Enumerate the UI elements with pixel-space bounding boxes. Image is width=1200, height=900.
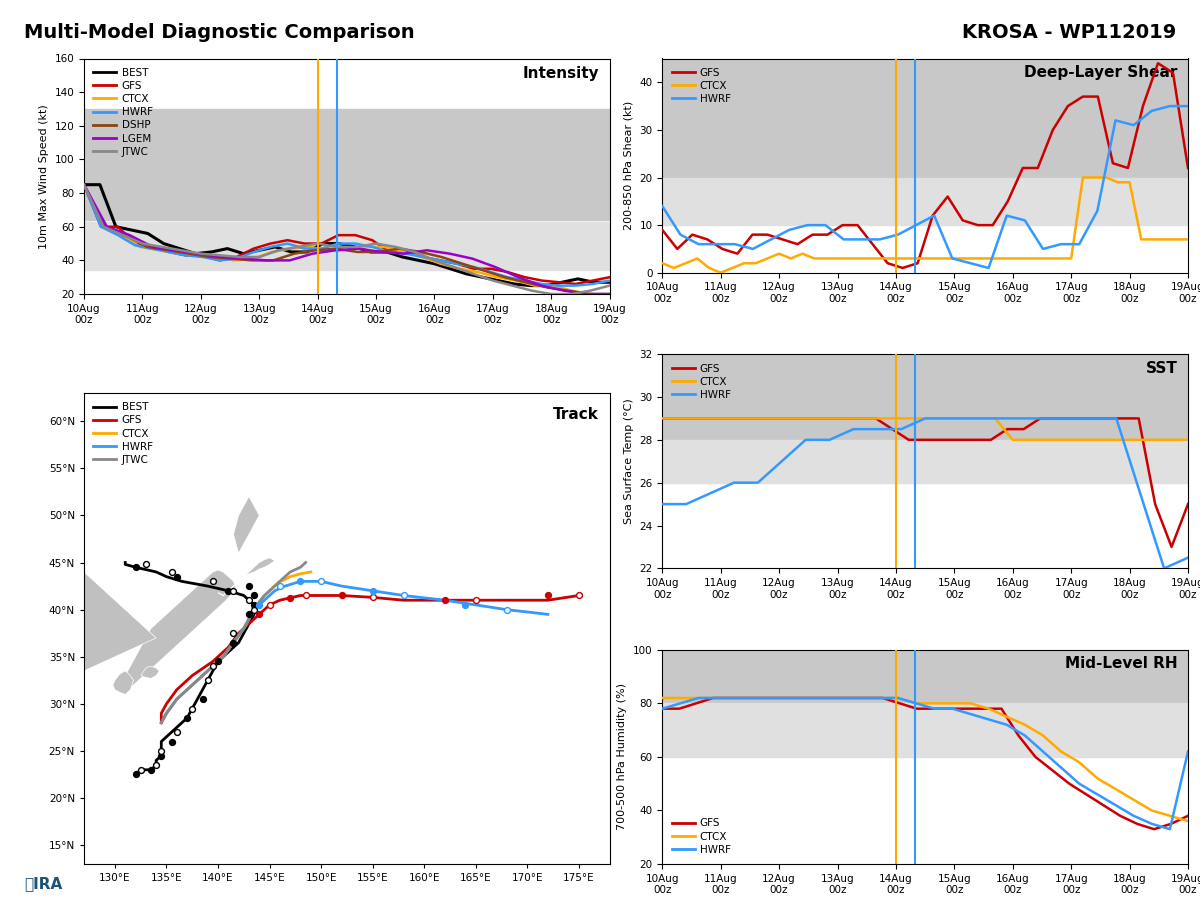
Point: [456, 598, 475, 612]
Point: [239, 593, 258, 608]
Legend: GFS, CTCX, HWRF: GFS, CTCX, HWRF: [667, 64, 734, 108]
Point: [394, 589, 413, 603]
Point: [312, 574, 331, 589]
Text: Mid-Level RH: Mid-Level RH: [1064, 656, 1177, 671]
Polygon shape: [140, 666, 160, 679]
Text: Deep-Layer Shear: Deep-Layer Shear: [1024, 65, 1177, 80]
Polygon shape: [73, 621, 109, 662]
Polygon shape: [125, 570, 235, 692]
Text: SST: SST: [1146, 361, 1177, 375]
Point: [290, 574, 310, 589]
Point: [198, 673, 217, 688]
Text: Track: Track: [553, 407, 599, 422]
Polygon shape: [12, 544, 156, 704]
Polygon shape: [234, 497, 259, 554]
Point: [151, 743, 170, 758]
Legend: BEST, GFS, CTCX, HWRF, DSHP, LGEM, JTWC: BEST, GFS, CTCX, HWRF, DSHP, LGEM, JTWC: [89, 64, 157, 161]
Point: [126, 768, 145, 782]
Point: [126, 560, 145, 574]
Point: [178, 711, 197, 725]
Point: [131, 762, 150, 777]
Point: [296, 589, 316, 603]
Point: [224, 635, 244, 650]
Point: [162, 564, 181, 579]
Y-axis label: Sea Surface Temp (°C): Sea Surface Temp (°C): [624, 399, 634, 524]
Point: [146, 758, 166, 772]
Y-axis label: 10m Max Wind Speed (kt): 10m Max Wind Speed (kt): [38, 104, 49, 248]
Point: [162, 734, 181, 749]
Bar: [662, 703, 1188, 757]
Text: Multi-Model Diagnostic Comparison: Multi-Model Diagnostic Comparison: [24, 22, 415, 41]
Point: [245, 598, 264, 612]
Point: [260, 598, 280, 612]
Legend: GFS, CTCX, HWRF: GFS, CTCX, HWRF: [667, 359, 734, 404]
Point: [364, 590, 383, 605]
Point: [332, 589, 352, 603]
Legend: BEST, GFS, CTCX, HWRF, JTWC: BEST, GFS, CTCX, HWRF, JTWC: [89, 398, 157, 469]
Bar: [662, 177, 1188, 225]
Point: [497, 602, 516, 616]
Bar: [662, 354, 1188, 440]
Point: [142, 762, 161, 777]
Point: [436, 593, 455, 608]
Bar: [84, 109, 610, 220]
Point: [167, 724, 186, 739]
Legend: GFS, CTCX, HWRF: GFS, CTCX, HWRF: [667, 814, 734, 859]
Bar: [662, 650, 1188, 703]
Point: [203, 659, 222, 673]
Point: [239, 608, 258, 622]
Point: [209, 654, 228, 669]
Point: [218, 583, 238, 598]
Point: [167, 570, 186, 584]
Point: [364, 583, 383, 598]
Text: Intensity: Intensity: [522, 66, 599, 81]
Point: [203, 574, 222, 589]
Point: [569, 589, 588, 603]
Point: [539, 589, 558, 603]
Point: [245, 602, 264, 616]
Point: [224, 626, 244, 641]
Point: [270, 579, 289, 593]
Point: [250, 608, 269, 622]
Point: [239, 579, 258, 593]
Point: [250, 598, 269, 612]
Y-axis label: 200-850 hPa Shear (kt): 200-850 hPa Shear (kt): [624, 101, 634, 230]
Bar: [662, 58, 1188, 177]
Point: [193, 692, 212, 706]
Point: [137, 557, 156, 572]
Text: ⒸIRA: ⒸIRA: [24, 876, 62, 891]
Polygon shape: [218, 558, 275, 596]
Point: [281, 591, 300, 606]
Point: [224, 583, 244, 598]
Bar: [84, 221, 610, 271]
Point: [466, 593, 485, 608]
Y-axis label: 700-500 hPa Humidity (%): 700-500 hPa Humidity (%): [617, 683, 628, 831]
Text: KROSA - WP112019: KROSA - WP112019: [961, 22, 1176, 41]
Point: [245, 589, 264, 603]
Point: [182, 701, 202, 716]
Polygon shape: [113, 670, 133, 695]
Point: [151, 749, 170, 763]
Bar: [662, 440, 1188, 482]
